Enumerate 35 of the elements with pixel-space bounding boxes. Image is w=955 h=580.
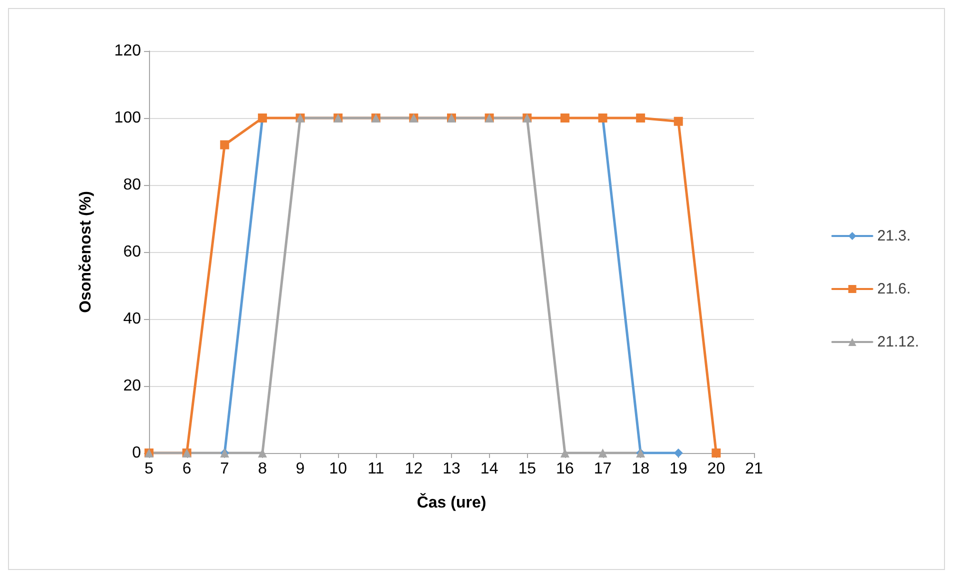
x-tick-label: 7	[220, 460, 230, 478]
x-tick-label: 10	[329, 460, 348, 478]
x-tick-label: 5	[144, 460, 154, 478]
y-tick-label: 20	[123, 378, 142, 394]
x-tick-label: 18	[632, 460, 650, 478]
x-tick-label: 9	[296, 460, 305, 478]
x-tick-label: 14	[480, 460, 498, 478]
x-tick-label: 19	[669, 460, 688, 478]
x-tick-label: 12	[404, 460, 423, 478]
point	[560, 114, 570, 122]
legend-label: 21.6.	[877, 280, 911, 298]
point	[220, 140, 230, 150]
x-tick-label: 6	[182, 460, 192, 478]
y-axis-title: Osončenost (%)	[78, 191, 94, 313]
y-tick-label: 80	[123, 176, 142, 194]
y-tick-label: 40	[123, 310, 142, 328]
x-tick-label: 21	[745, 460, 763, 478]
x-tick-label: 13	[442, 460, 460, 478]
point	[674, 116, 683, 126]
point	[636, 114, 646, 122]
y-tick-label: 0	[132, 444, 142, 462]
x-tick-label: 15	[518, 460, 536, 478]
x-tick-label: 11	[368, 460, 384, 478]
legend-label: 21.3.	[877, 228, 911, 244]
y-tick-label: 120	[114, 42, 142, 60]
x-axis-title: Čas (ure)	[416, 492, 486, 512]
y-tick-label: 100	[114, 110, 142, 126]
legend-label: 21.12.	[877, 334, 920, 350]
point	[712, 448, 721, 458]
point	[598, 448, 608, 458]
y-tick-label: 60	[123, 244, 142, 260]
x-tick-label: 20	[707, 460, 726, 478]
x-tick-label: 17	[594, 460, 612, 478]
x-tick-label: 8	[258, 460, 267, 478]
x-tick-label: 16	[556, 460, 574, 478]
